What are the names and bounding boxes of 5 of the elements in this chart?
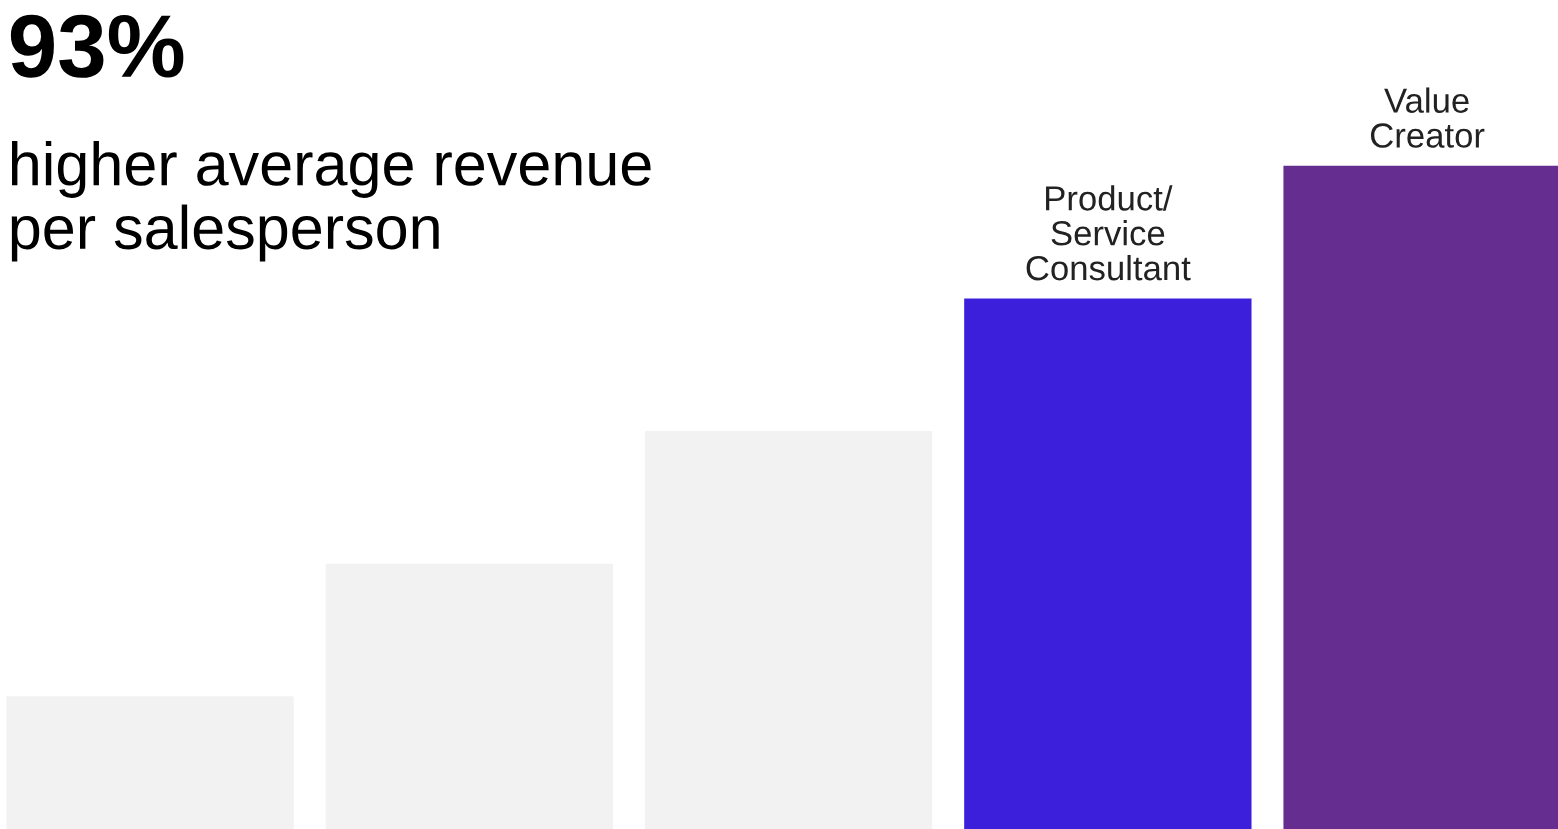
bar (964, 298, 1252, 829)
chart-title: 93% (10, 14, 184, 78)
chart-subtitle: higher average revenue per salesperson (11, 140, 651, 262)
x-tick-label: Value Creator (1370, 87, 1485, 148)
x-tick-label: Product/ Service Consultant (1026, 185, 1191, 281)
